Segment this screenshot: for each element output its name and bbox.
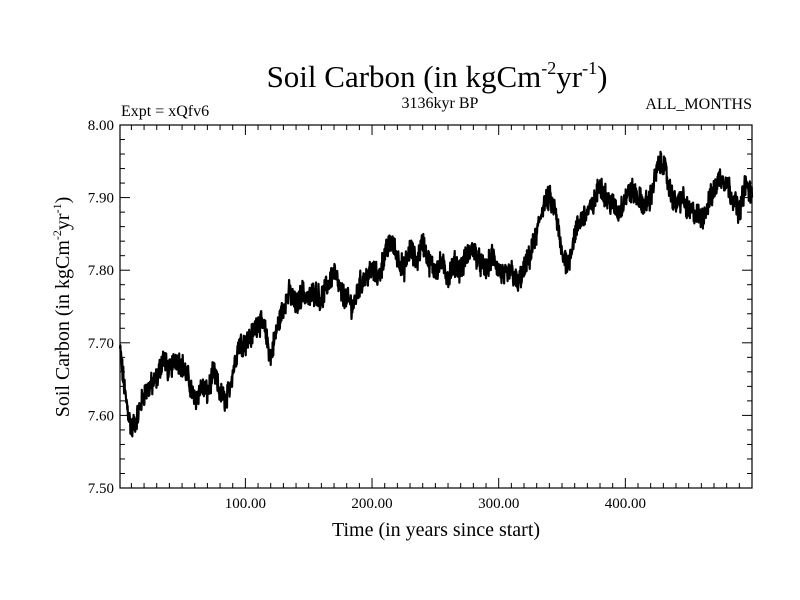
x-tick-label: 400.00 — [605, 496, 646, 512]
y-axis-label-main: Soil Carbon (in kgCm — [52, 240, 74, 418]
y-tick-label: 7.80 — [88, 263, 114, 279]
x-tick-label: 100.00 — [225, 496, 266, 512]
y-tick-label: 8.00 — [88, 118, 114, 134]
chart-title-sup2: -1 — [582, 58, 597, 78]
y-axis-label: Soil Carbon (in kgCm-2yr-1) — [50, 197, 74, 418]
y-axis-label-mid: yr — [52, 213, 74, 230]
y-axis-label-sup1: -2 — [50, 230, 64, 240]
y-tick-label: 7.60 — [88, 408, 114, 424]
y-axis-label-sup2: -1 — [50, 203, 64, 213]
y-tick-label: 7.90 — [88, 191, 114, 207]
series-line-soil-carbon — [118, 150, 754, 438]
y-tick-label: 7.70 — [88, 336, 114, 352]
chart-title-sup1: -2 — [541, 58, 556, 78]
x-tick-label: 300.00 — [478, 496, 519, 512]
subtitle-period: 3136kyr BP — [402, 95, 479, 112]
series-group — [118, 150, 754, 438]
chart-title: Soil Carbon (in kgCm-2yr-1) — [267, 58, 608, 94]
y-tick-label: 7.50 — [88, 481, 114, 497]
y-axis-label-end: ) — [52, 197, 74, 204]
chart-title-main: Soil Carbon (in kgCm — [267, 59, 542, 94]
chart-title-end: ) — [597, 59, 607, 94]
subtitle-months: ALL_MONTHS — [645, 96, 752, 113]
axis-tick-labels: 100.00 200.00 300.00 400.00 7.50 7.60 7.70 7.80… — [88, 118, 646, 512]
subtitle-experiment: Expt = xQfv6 — [121, 103, 209, 120]
plot-frame — [119, 124, 753, 489]
x-axis-label: Time (in years since start) — [332, 519, 540, 541]
x-tick-label: 200.00 — [351, 496, 392, 512]
chart-title-mid: yr — [556, 59, 583, 94]
